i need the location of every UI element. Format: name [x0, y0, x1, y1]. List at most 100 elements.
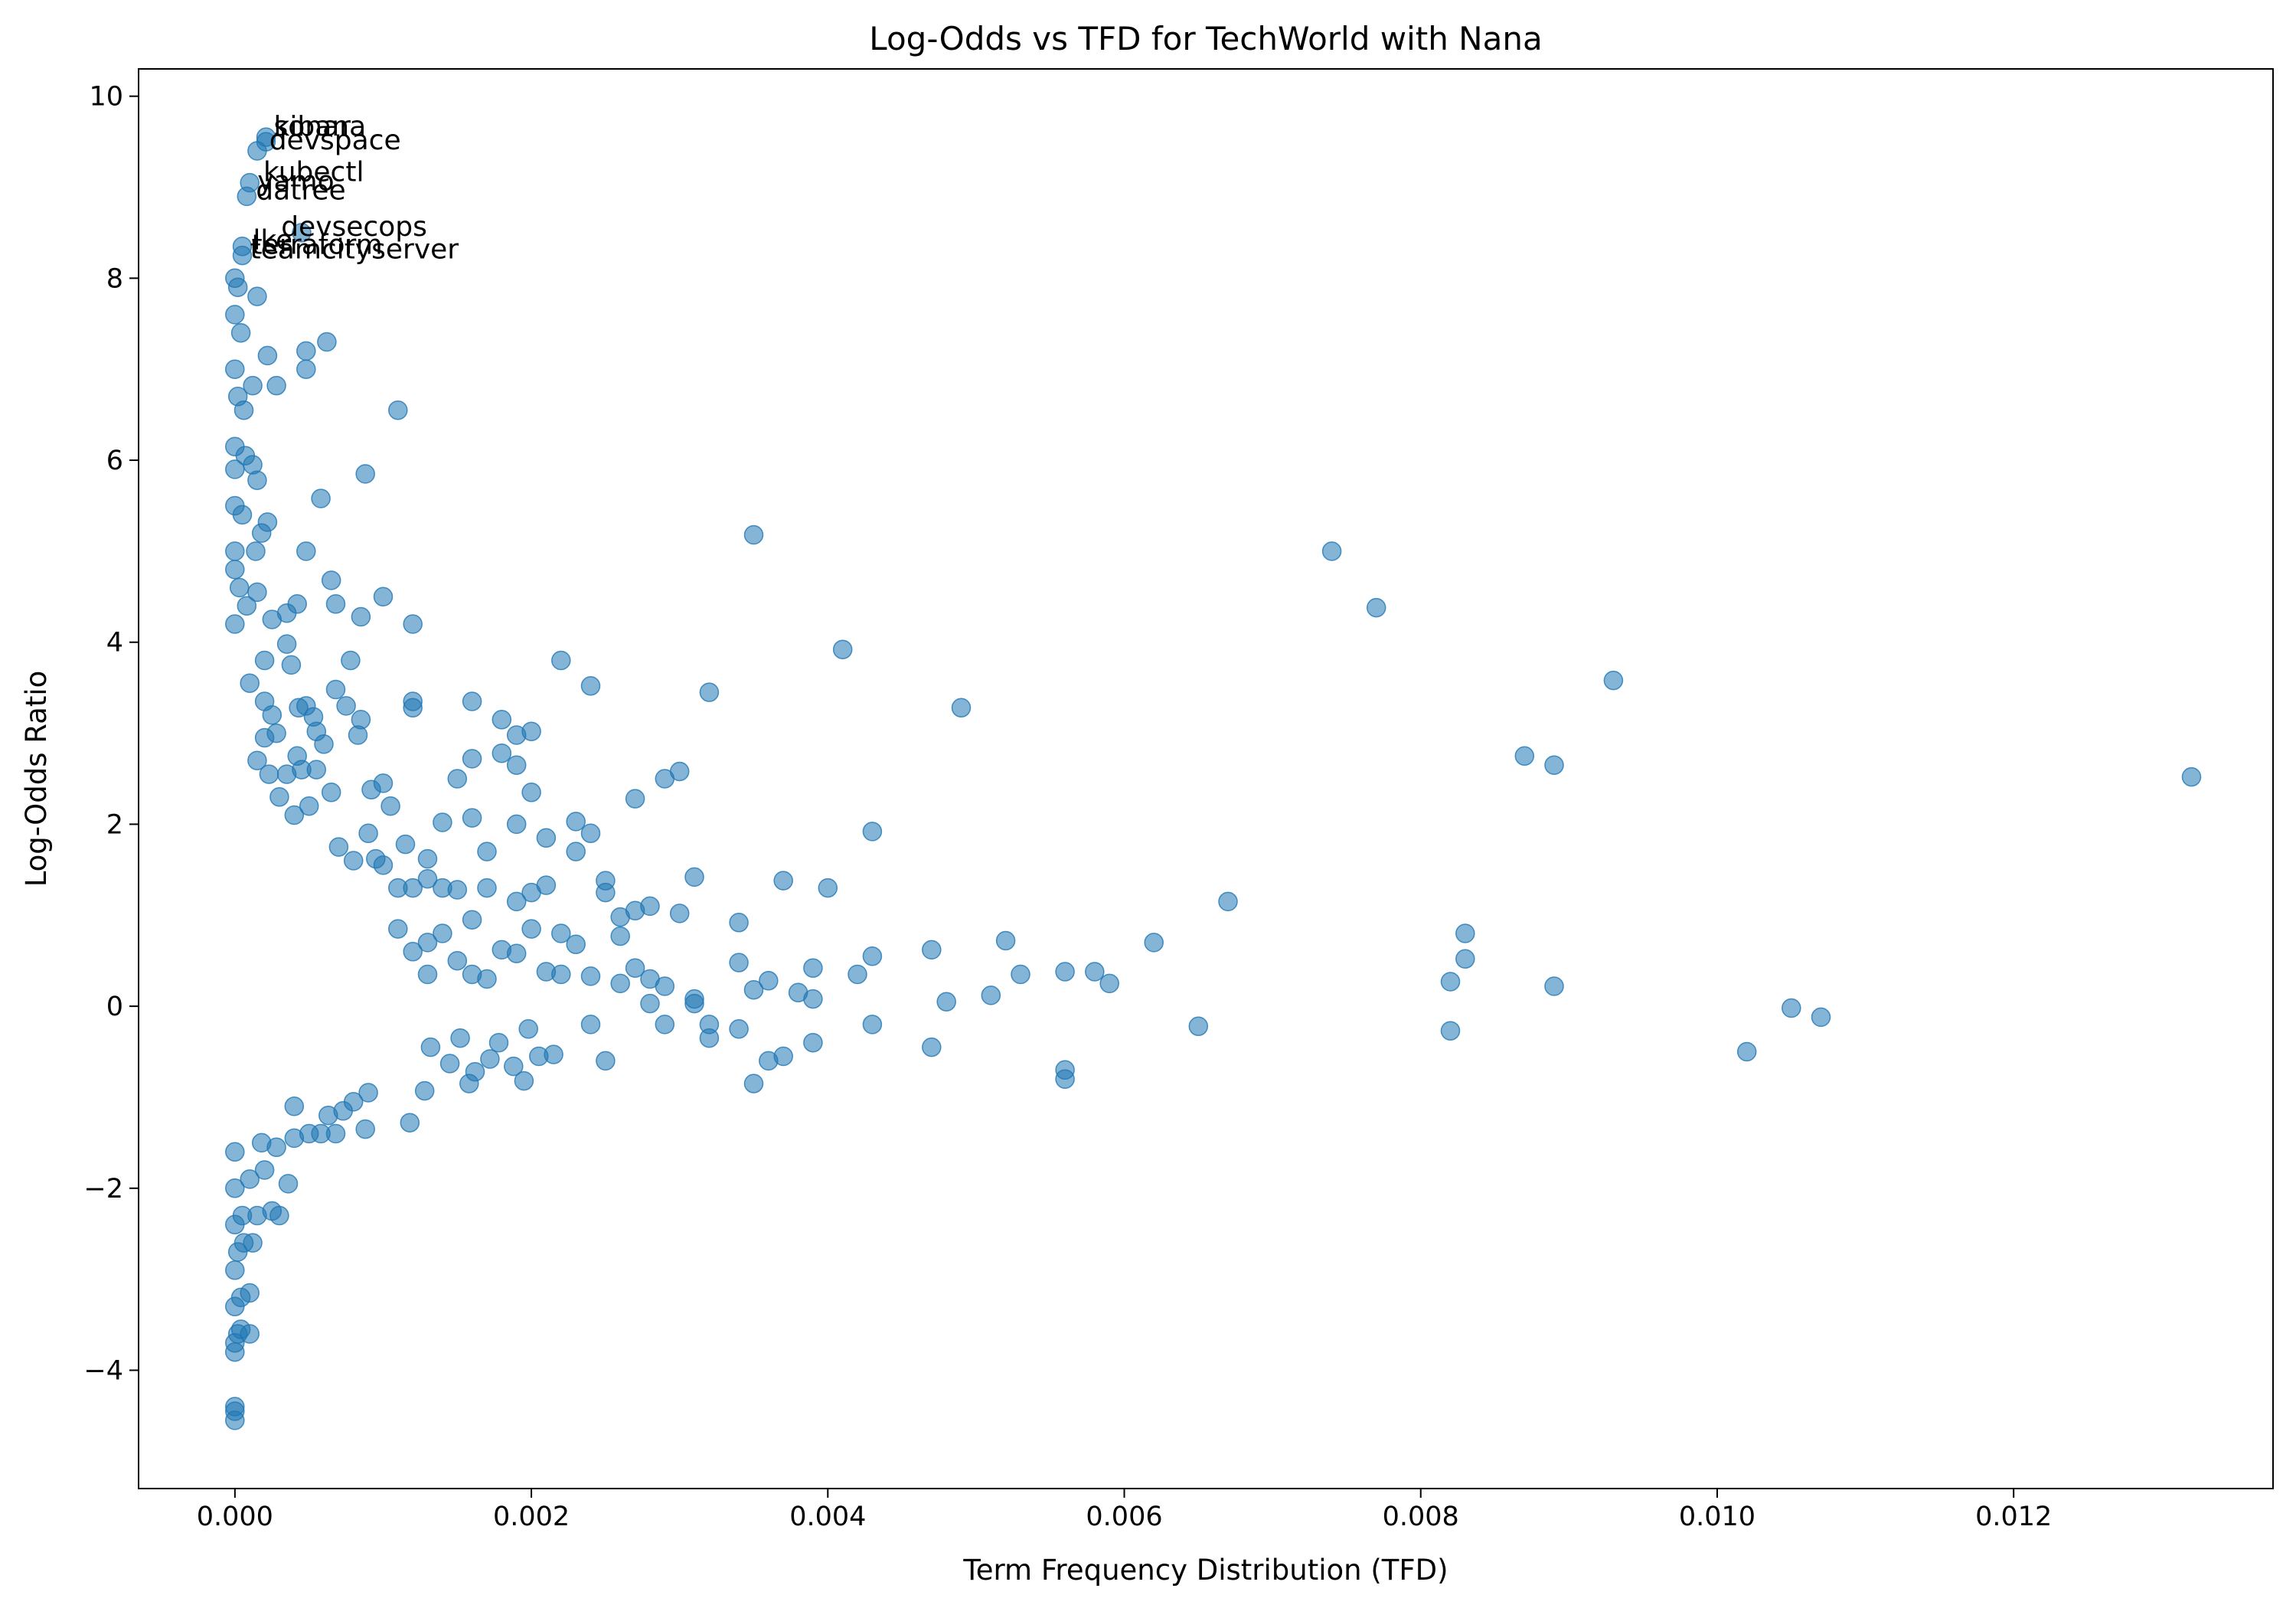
point-annotation: devspace: [269, 125, 401, 156]
scatter-point: [247, 470, 267, 490]
scatter-point: [433, 923, 452, 943]
y-tick-label: 2: [106, 809, 123, 840]
scatter-point: [580, 676, 601, 696]
scatter-point: [1811, 1007, 1831, 1028]
scatter-point: [225, 305, 245, 325]
scatter-point: [240, 673, 260, 693]
scatter-point: [296, 541, 316, 561]
scatter-point: [655, 1015, 675, 1034]
scatter-point: [625, 789, 645, 809]
scatter-point: [1085, 962, 1105, 982]
scatter-point: [699, 1028, 720, 1048]
scatter-point: [462, 964, 482, 985]
scatter-point: [420, 1037, 441, 1057]
point-annotation: teamcityserver: [250, 234, 459, 266]
scatter-point: [981, 985, 1001, 1005]
scatter-point: [450, 1028, 470, 1048]
scatter-point: [655, 769, 675, 789]
scatter-point: [759, 971, 779, 991]
scatter-point: [417, 964, 438, 985]
scatter-point: [336, 696, 356, 716]
scatter-point: [521, 919, 541, 939]
scatter-point: [400, 1113, 420, 1132]
scatter-point: [225, 1397, 245, 1417]
scatter-point: [462, 808, 482, 828]
scatter-point: [325, 679, 346, 700]
scatter-point: [773, 1046, 793, 1067]
scatter-point: [566, 934, 586, 955]
x-ticks: 0.000 0.002 0.004 0.006 0.008 0.010 0.012: [197, 1489, 2052, 1532]
scatter-point: [403, 691, 423, 711]
scatter-point: [373, 587, 394, 607]
scatter-point: [380, 796, 400, 816]
scatter-point: [225, 359, 245, 379]
scatter-point: [1218, 891, 1238, 912]
scatter-point: [492, 743, 512, 763]
scatter-point: [254, 1160, 275, 1180]
scatter-point: [321, 783, 341, 802]
scatter-point: [551, 923, 571, 943]
scatter-point: [287, 594, 307, 614]
scatter-point: [1782, 998, 1801, 1018]
scatter-point: [684, 867, 704, 887]
scatter-point: [225, 1260, 245, 1280]
scatter-point: [232, 245, 253, 266]
scatter-point: [803, 1032, 823, 1053]
point-annotation: devsecops: [281, 211, 427, 243]
scatter-point: [848, 964, 867, 985]
scatter-point: [254, 650, 275, 671]
scatter-point: [1544, 755, 1564, 775]
scatter-point: [343, 1092, 364, 1112]
point-annotation: sonar: [274, 111, 351, 142]
scatter-point: [477, 842, 497, 861]
scatter-point: [640, 993, 660, 1014]
scatter-point: [832, 639, 853, 659]
scatter-point: [225, 614, 245, 634]
scatter-point: [655, 976, 675, 996]
scatter-point: [417, 848, 438, 869]
scatter-point: [351, 606, 371, 627]
scatter-point: [355, 1119, 375, 1139]
scatter-point: [341, 650, 361, 671]
point-annotation: datree: [256, 175, 345, 206]
scatter-point: [358, 1083, 378, 1103]
scatter-point: [818, 878, 838, 898]
scatter-point: [299, 796, 319, 816]
scatter-point: [951, 698, 972, 718]
scatter-point: [1321, 541, 1342, 561]
scatter-point: [240, 172, 260, 193]
x-tick-label: 0.000: [197, 1502, 273, 1532]
scatter-point: [240, 1324, 260, 1344]
scatter-point: [773, 871, 793, 891]
y-tick-label: 10: [89, 82, 123, 113]
scatter-point: [417, 868, 438, 889]
scatter-point: [292, 223, 312, 243]
scatter-point: [566, 842, 586, 861]
scatter-point: [803, 989, 823, 1009]
scatter-point: [234, 400, 254, 420]
scatter-point: [729, 953, 749, 972]
scatter-point: [922, 1037, 942, 1057]
scatter-point: [388, 400, 408, 420]
x-tick-label: 0.010: [1679, 1502, 1755, 1532]
scatter-point: [488, 1032, 509, 1053]
scatter-point: [1440, 972, 1461, 992]
scatter-point: [351, 710, 371, 730]
scatter-point: [296, 359, 316, 379]
scatter-point: [237, 596, 257, 616]
scatter-point: [529, 1046, 549, 1067]
scatter-point: [536, 962, 557, 982]
scatter-point: [521, 882, 541, 903]
scatter-point: [492, 710, 512, 730]
scatter-point: [266, 723, 286, 744]
scatter-point: [243, 375, 263, 396]
scatter-point: [229, 577, 250, 598]
y-tick-label: −2: [83, 1174, 123, 1204]
scatter-point: [514, 1070, 534, 1091]
scatter-point: [1514, 746, 1535, 766]
scatter-point: [225, 495, 245, 516]
scatter-point: [729, 1019, 749, 1039]
scatter-point: [321, 570, 341, 590]
